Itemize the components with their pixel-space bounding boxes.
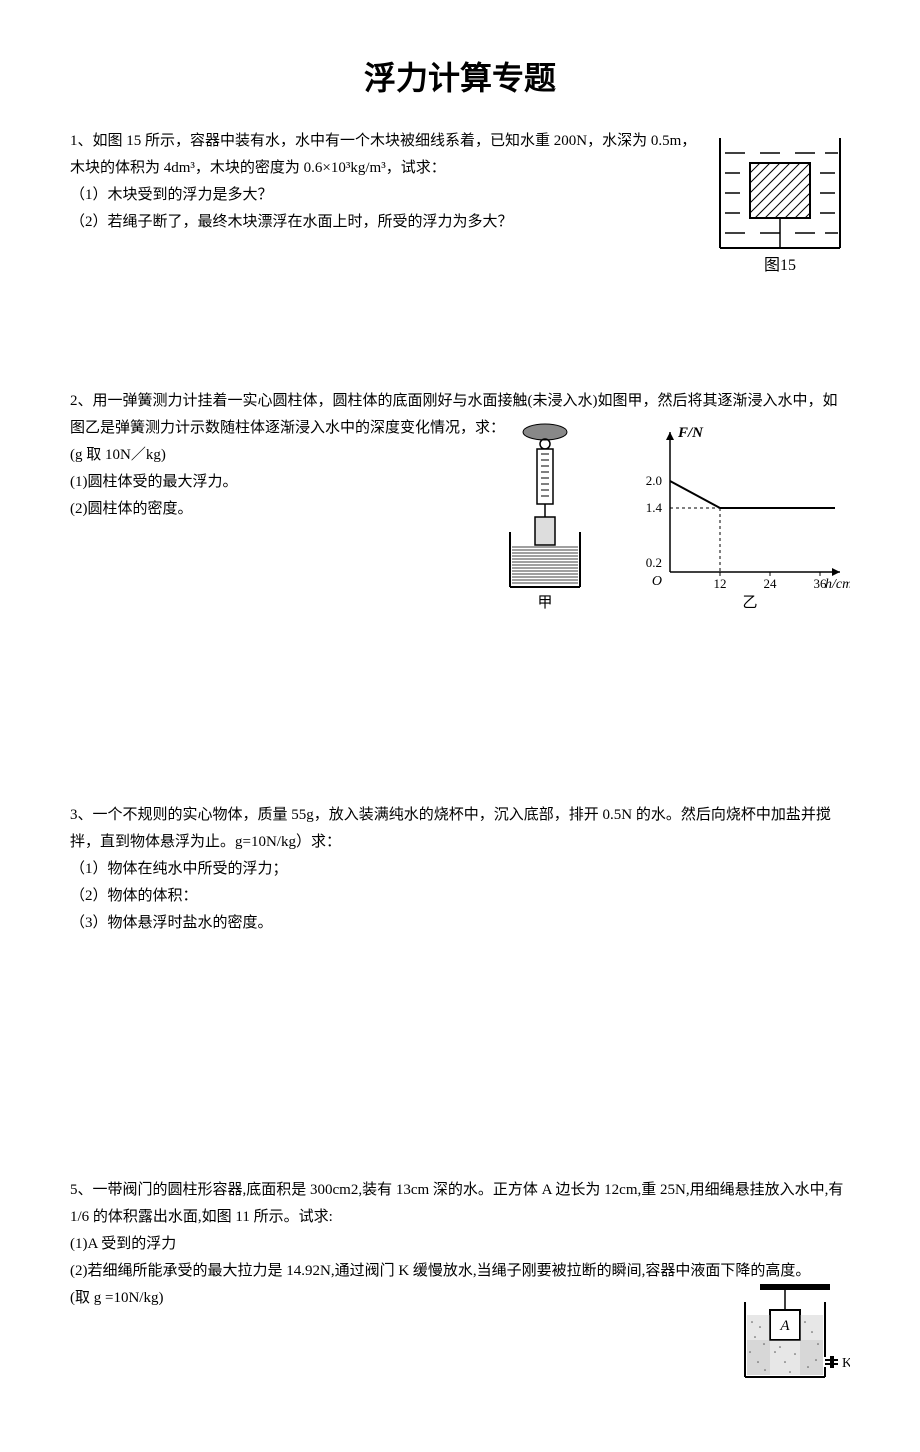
svg-text:1.4: 1.4 <box>646 500 663 515</box>
p3-intro: 3、一个不规则的实心物体，质量 55g，放入装满纯水的烧杯中，沉入底部，排开 0… <box>70 802 850 856</box>
p5-q2: (2)若细绳所能承受的最大拉力是 14.92N,通过阀门 K 缓慢放水,当绳子刚… <box>70 1258 850 1285</box>
p5-q1: (1)A 受到的浮力 <box>70 1231 850 1258</box>
svg-text:0.2: 0.2 <box>646 555 662 570</box>
figure-11: A K <box>730 1282 850 1402</box>
problem-3: 3、一个不规则的实心物体，质量 55g，放入装满纯水的烧杯中，沉入底部，排开 0… <box>70 802 850 937</box>
p3-q3: （3）物体悬浮时盐水的密度。 <box>70 910 850 937</box>
svg-text:2.0: 2.0 <box>646 473 662 488</box>
p5-intro: 5、一带阀门的圆柱形容器,底面积是 300cm2,装有 13cm 深的水。正方体… <box>70 1177 850 1231</box>
svg-text:h/cm: h/cm <box>825 577 850 592</box>
svg-text:24: 24 <box>764 576 778 591</box>
page-title: 浮力计算专题 <box>70 50 850 108</box>
svg-text:图15: 图15 <box>764 257 796 274</box>
svg-text:12: 12 <box>714 576 727 591</box>
problem-5: 5、一带阀门的圆柱形容器,底面积是 300cm2,装有 13cm 深的水。正方体… <box>70 1177 850 1402</box>
svg-text:A: A <box>779 1318 790 1334</box>
svg-text:甲: 甲 <box>537 595 552 611</box>
svg-text:乙: 乙 <box>742 595 757 611</box>
svg-text:F/N: F/N <box>677 425 704 441</box>
figure-15: 图15 <box>710 128 850 288</box>
svg-text:O: O <box>652 574 662 589</box>
p3-q1: （1）物体在纯水中所受的浮力； <box>70 856 850 883</box>
figure-p2: 甲 0.2 1.4 2.0 12 24 36 <box>490 422 850 622</box>
p3-q2: （2）物体的体积： <box>70 883 850 910</box>
problem-2: 2、用一弹簧测力计挂着一实心圆柱体，圆柱体的底面刚好与水面接触(未浸入水)如图甲… <box>70 388 850 622</box>
problem-1: 图15 1、如图 15 所示，容器中装有水，水中有一个木块被细线系着，已知水重 … <box>70 128 850 288</box>
svg-text:K: K <box>842 1356 850 1371</box>
